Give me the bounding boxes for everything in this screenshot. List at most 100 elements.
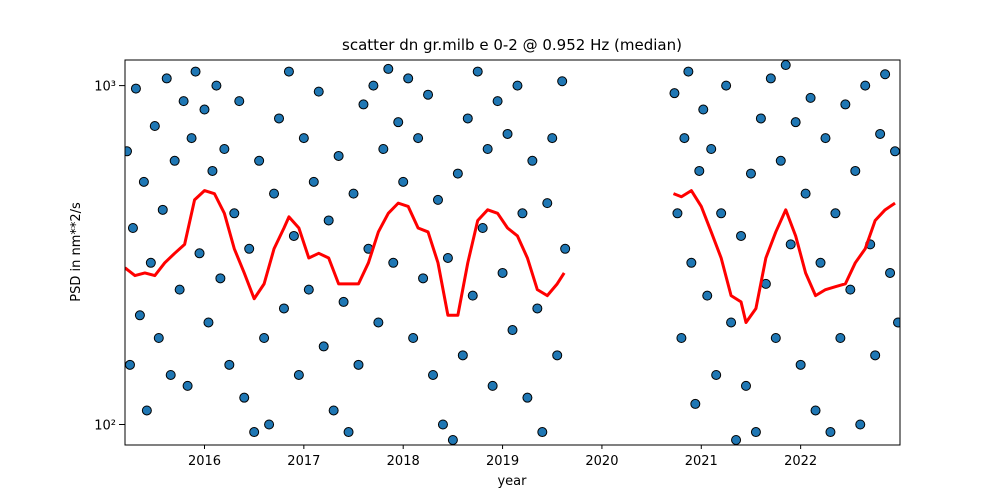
scatter-point — [795, 359, 806, 370]
scatter-point — [408, 332, 419, 343]
chart-title: scatter dn gr.milb e 0-2 @ 0.952 Hz (med… — [342, 36, 682, 54]
scatter-point — [447, 435, 458, 445]
scatter-point — [190, 66, 201, 77]
scatter-point — [726, 317, 737, 328]
scatter-point — [353, 359, 364, 370]
scatter-point — [373, 317, 384, 328]
scatter-point — [244, 243, 255, 254]
scatter-point — [157, 204, 168, 215]
x-tick-label: 2017 — [287, 454, 320, 469]
scatter-point — [669, 88, 680, 99]
scatter-point — [313, 86, 324, 97]
scatter-point — [303, 284, 314, 295]
x-tick-label: 2021 — [685, 454, 718, 469]
scatter-point — [283, 66, 294, 77]
scatter-point — [288, 230, 299, 241]
scatter-point — [702, 290, 713, 301]
scatter-point — [452, 168, 463, 179]
scatter-point — [125, 146, 132, 157]
scatter-point — [560, 243, 571, 254]
scatter-point — [805, 92, 816, 103]
scatter-point — [676, 332, 687, 343]
scatter-point — [134, 310, 145, 321]
scatter-point — [442, 252, 453, 263]
scatter-point — [492, 96, 503, 107]
scatter-point — [127, 223, 138, 234]
scatter-point — [840, 99, 851, 110]
scatter-point — [870, 350, 881, 361]
scatter-point — [423, 89, 434, 100]
scatter-point — [182, 380, 193, 391]
scatter-point — [224, 359, 235, 370]
scatter-point — [711, 369, 722, 380]
scatter-point — [149, 120, 160, 131]
scatter-point — [825, 427, 836, 438]
scatter-point — [234, 96, 245, 107]
scatter-point — [368, 80, 379, 91]
scatter-point — [323, 215, 334, 226]
scatter-point — [249, 427, 260, 438]
scatter-point — [348, 188, 359, 199]
scatter-point — [388, 257, 399, 268]
scatter-point — [694, 165, 705, 176]
scatter-point — [775, 155, 786, 166]
scatter-point — [462, 113, 473, 124]
x-tick-label: 2022 — [784, 454, 817, 469]
scatter-point — [731, 435, 742, 445]
scatter-point — [497, 267, 508, 278]
median-line — [125, 189, 896, 324]
scatter-point — [557, 76, 568, 87]
scatter-point — [207, 165, 218, 176]
scatter-point — [278, 303, 289, 314]
scatter-point — [199, 104, 210, 115]
scatter-point — [706, 144, 717, 155]
scatter-point — [512, 80, 523, 91]
y-axis-label: PSD in nm**2/s — [69, 202, 84, 302]
scatter-point — [161, 73, 172, 84]
scatter-point — [194, 248, 205, 259]
x-tick-label: 2018 — [387, 454, 420, 469]
scatter-point — [418, 273, 429, 284]
scatter-point — [343, 427, 354, 438]
scatter-point — [169, 155, 180, 166]
x-tick-label: 2020 — [585, 454, 618, 469]
scatter-point — [721, 80, 732, 91]
scatter-point — [542, 198, 553, 209]
scatter-point — [457, 350, 468, 361]
scatter-point — [259, 332, 270, 343]
x-axis-label: year — [497, 474, 527, 489]
scatter-point — [393, 117, 404, 128]
scatter-point — [211, 80, 222, 91]
scatter-point — [532, 303, 543, 314]
scatter-point — [893, 317, 900, 328]
scatter-point — [547, 133, 558, 144]
scatter-point — [885, 267, 896, 278]
scatter-point — [298, 133, 309, 144]
scatter-point — [428, 369, 439, 380]
scatter-point — [398, 176, 409, 187]
scatter-point — [378, 144, 389, 155]
scatter-point — [215, 273, 226, 284]
scatter-point — [880, 69, 891, 80]
scatter-point — [740, 380, 751, 391]
scatter-point — [125, 359, 135, 370]
scatter-point — [239, 392, 250, 403]
scatter-point — [686, 257, 697, 268]
scatter-point — [318, 341, 329, 352]
scatter-point — [178, 96, 189, 107]
scatter-point — [138, 176, 149, 187]
scatter-point — [835, 332, 846, 343]
scatter-point — [830, 208, 841, 219]
scatter-point — [186, 133, 197, 144]
scatter-point — [338, 296, 349, 307]
scatter-point — [477, 223, 488, 234]
scatter-point — [219, 144, 230, 155]
scatter-point — [358, 99, 369, 110]
scatter-point — [165, 369, 176, 380]
scatter-point — [432, 194, 443, 205]
scatter-point — [383, 63, 394, 74]
scatter-point — [860, 80, 871, 91]
scatter-point — [716, 208, 727, 219]
scatter-point — [274, 113, 285, 124]
